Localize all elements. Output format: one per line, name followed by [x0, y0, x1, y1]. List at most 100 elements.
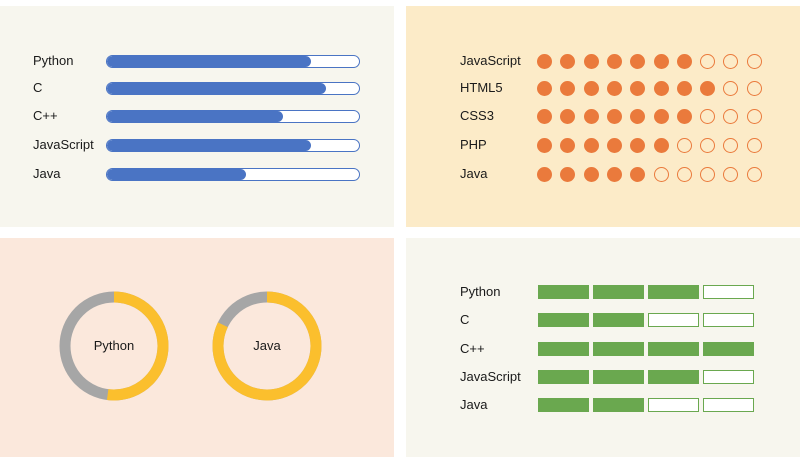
filled-rating-segment [538, 285, 589, 299]
bar-skill-fill-cplusplus [107, 111, 284, 122]
filled-rating-dot [537, 54, 552, 69]
filled-rating-dot [584, 109, 599, 124]
empty-rating-segment [648, 313, 699, 327]
filled-rating-segment [648, 285, 699, 299]
filled-rating-segment [593, 370, 644, 384]
bar-skill-track-c [106, 82, 360, 95]
empty-rating-dot [700, 109, 715, 124]
filled-rating-dot [677, 81, 692, 96]
filled-rating-dot [654, 54, 669, 69]
filled-rating-segment [593, 342, 644, 356]
dot-skill-label-java: Java [460, 166, 488, 181]
empty-rating-dot [700, 54, 715, 69]
filled-rating-segment [593, 398, 644, 412]
filled-rating-segment [538, 398, 589, 412]
empty-rating-dot [747, 167, 762, 182]
segment-skill-label-java: Java [460, 397, 488, 412]
filled-rating-segment [703, 342, 754, 356]
bar-skill-fill-python [107, 56, 312, 67]
empty-rating-dot [747, 109, 762, 124]
empty-rating-dot [747, 54, 762, 69]
filled-rating-dot [537, 167, 552, 182]
donut-chart-python [59, 291, 169, 401]
filled-rating-dot [560, 109, 575, 124]
filled-rating-segment [593, 285, 644, 299]
dot-skill-label-css3: CSS3 [460, 108, 494, 123]
empty-rating-dot [747, 138, 762, 153]
bar-skill-label-java: Java [33, 166, 61, 181]
bar-skill-track-python [106, 55, 360, 68]
filled-rating-dot [537, 138, 552, 153]
filled-rating-dot [607, 167, 622, 182]
filled-rating-dot [607, 109, 622, 124]
filled-rating-dot [607, 81, 622, 96]
filled-rating-dot [584, 81, 599, 96]
empty-rating-segment [703, 370, 754, 384]
filled-rating-dot [700, 81, 715, 96]
filled-rating-dot [537, 109, 552, 124]
filled-rating-dot [537, 81, 552, 96]
empty-rating-dot [654, 167, 669, 182]
donut-level-arc [59, 291, 169, 401]
empty-rating-segment [648, 398, 699, 412]
empty-rating-segment [703, 398, 754, 412]
filled-rating-dot [607, 54, 622, 69]
filled-rating-dot [560, 81, 575, 96]
donut-level-arc [212, 291, 322, 401]
filled-rating-dot [607, 138, 622, 153]
bar-skill-label-cplusplus: C++ [33, 108, 58, 123]
filled-rating-dot [630, 138, 645, 153]
filled-rating-dot [584, 167, 599, 182]
empty-rating-dot [700, 138, 715, 153]
dot-skill-label-html5: HTML5 [460, 80, 503, 95]
bar-skill-label-c: C [33, 80, 43, 95]
filled-rating-dot [560, 167, 575, 182]
filled-rating-dot [677, 54, 692, 69]
empty-rating-dot [747, 81, 762, 96]
filled-rating-segment [648, 370, 699, 384]
filled-rating-dot [654, 81, 669, 96]
bar-skill-track-javascript [106, 139, 360, 152]
filled-rating-segment [648, 342, 699, 356]
empty-rating-dot [677, 138, 692, 153]
donut-label-java: Java [253, 338, 281, 353]
bar-skill-track-cplusplus [106, 110, 360, 123]
filled-rating-dot [630, 109, 645, 124]
filled-rating-dot [630, 81, 645, 96]
bar-skill-track-java [106, 168, 360, 181]
empty-rating-dot [723, 54, 738, 69]
segment-skill-label-python: Python [460, 284, 501, 299]
bar-skill-fill-java [107, 169, 246, 180]
empty-rating-dot [723, 167, 738, 182]
filled-rating-dot [630, 167, 645, 182]
segment-skill-label-c: C [460, 312, 470, 327]
empty-rating-dot [723, 138, 738, 153]
filled-rating-dot [584, 138, 599, 153]
empty-rating-dot [723, 81, 738, 96]
bar-skill-label-python: Python [33, 53, 74, 68]
filled-rating-dot [654, 109, 669, 124]
filled-rating-dot [560, 54, 575, 69]
empty-rating-segment [703, 285, 754, 299]
bar-skill-label-javascript: JavaScript [33, 137, 94, 152]
filled-rating-dot [584, 54, 599, 69]
donut-label-python: Python [93, 338, 135, 353]
donut-chart-java [212, 291, 322, 401]
filled-rating-dot [654, 138, 669, 153]
dot-skill-label-javascript: JavaScript [460, 53, 521, 68]
filled-rating-dot [630, 54, 645, 69]
filled-rating-segment [538, 313, 589, 327]
segment-skill-label-javascript: JavaScript [460, 369, 521, 384]
empty-rating-dot [700, 167, 715, 182]
filled-rating-segment [538, 370, 589, 384]
filled-rating-dot [677, 109, 692, 124]
filled-rating-dot [560, 138, 575, 153]
segment-skill-label-cplusplus: C++ [460, 341, 485, 356]
bar-skill-fill-javascript [107, 140, 312, 151]
filled-rating-segment [538, 342, 589, 356]
bar-skill-fill-c [107, 83, 327, 94]
empty-rating-dot [677, 167, 692, 182]
empty-rating-segment [703, 313, 754, 327]
filled-rating-segment [593, 313, 644, 327]
dot-skill-label-php: PHP [460, 137, 487, 152]
